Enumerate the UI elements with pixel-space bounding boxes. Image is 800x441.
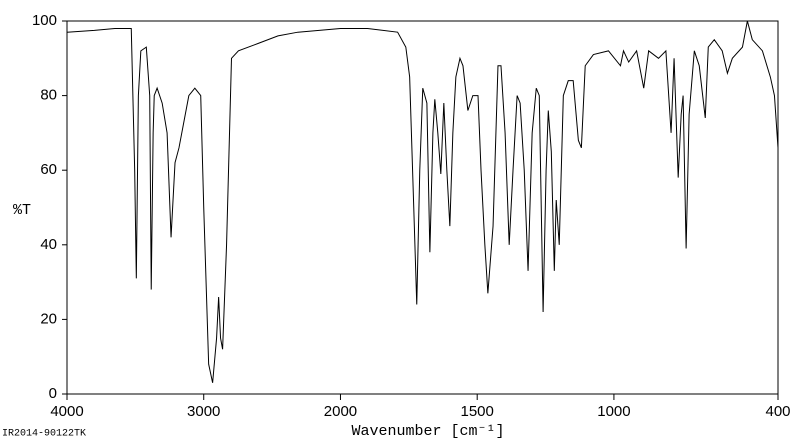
spectrum-line (66, 20, 779, 383)
plot-frame (66, 20, 779, 395)
footnote: IR2014-90122TK (2, 429, 86, 440)
x-axis-label: Wavenumber [cm⁻¹] (351, 423, 504, 440)
y-tick-label: 60 (40, 161, 57, 178)
y-tick-label: 80 (40, 87, 57, 104)
x-tick-label: 400 (765, 403, 790, 420)
x-tick-label: 1000 (597, 403, 630, 420)
y-tick-label: 0 (49, 385, 57, 402)
y-axis-label: %T (13, 202, 31, 219)
x-tick-label: 3000 (187, 403, 220, 420)
y-tick-label: 100 (32, 12, 57, 29)
x-tick-label: 4000 (50, 403, 83, 420)
x-tick-label: 1500 (461, 403, 494, 420)
x-tick-label: 2000 (324, 403, 357, 420)
y-tick-label: 20 (40, 310, 57, 327)
y-tick-label: 40 (40, 236, 57, 253)
